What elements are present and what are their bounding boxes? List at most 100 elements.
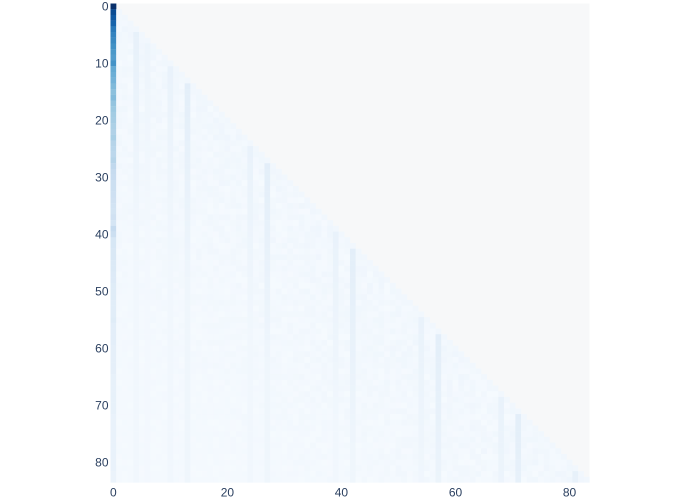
heatmap-cell <box>270 300 277 306</box>
heatmap-cell <box>139 117 145 124</box>
heatmap-cell <box>133 277 140 284</box>
heatmap-cell <box>275 351 282 358</box>
heatmap-cell <box>253 442 259 449</box>
heatmap-cell <box>327 436 334 443</box>
heatmap-cell <box>258 191 265 198</box>
heatmap-cell <box>218 288 225 295</box>
heatmap-cell <box>418 362 425 369</box>
heatmap-cell <box>247 168 254 175</box>
heatmap-cell <box>344 243 351 249</box>
heatmap-cell <box>264 197 271 204</box>
heatmap-cell <box>173 459 180 466</box>
heatmap-cell <box>292 436 299 443</box>
heatmap-cell <box>275 237 282 244</box>
heatmap-cell <box>395 408 402 415</box>
heatmap-cell <box>435 459 442 466</box>
heatmap-cell <box>133 32 140 38</box>
heatmap-cell <box>133 77 140 84</box>
heatmap-cell <box>247 476 254 483</box>
heatmap-cell <box>190 197 197 204</box>
heatmap-cell <box>127 43 134 50</box>
heatmap-cell <box>532 459 539 466</box>
heatmap-cell <box>230 345 237 352</box>
heatmap-cell <box>424 385 430 392</box>
heatmap-cell <box>253 317 259 323</box>
heatmap-cell <box>133 214 140 221</box>
heatmap-cell <box>161 414 168 420</box>
heatmap-cell <box>458 471 465 477</box>
heatmap-cell <box>338 260 345 266</box>
heatmap-cell <box>235 237 242 244</box>
heatmap-cell <box>167 436 174 443</box>
heatmap-cell <box>121 174 128 181</box>
heatmap-cell <box>338 436 345 443</box>
heatmap-cell <box>275 431 282 438</box>
heatmap-cell <box>133 43 140 50</box>
heatmap-cell <box>452 385 459 392</box>
heatmap-cell <box>156 265 162 272</box>
heatmap-cell <box>538 465 545 472</box>
heatmap-cell <box>298 471 305 477</box>
heatmap-cell <box>253 220 259 227</box>
heatmap-cell <box>207 425 214 432</box>
heatmap-cell <box>167 334 174 341</box>
heatmap-cell <box>196 231 202 238</box>
heatmap-cell <box>218 436 225 443</box>
heatmap-cell <box>110 260 117 266</box>
heatmap-cell <box>178 203 185 209</box>
heatmap-cell <box>441 391 448 398</box>
heatmap-cell <box>201 100 208 107</box>
heatmap-cell <box>139 282 145 289</box>
heatmap-cell <box>492 419 499 426</box>
heatmap-cell <box>230 374 237 380</box>
heatmap-cell <box>424 453 430 460</box>
heatmap-cell <box>196 225 202 232</box>
heatmap-cell <box>230 357 237 363</box>
heatmap-cell <box>475 402 482 409</box>
heatmap-cell <box>139 220 145 227</box>
heatmap-cell <box>281 317 288 323</box>
heatmap-cell <box>173 391 180 398</box>
heatmap-cell <box>110 54 117 61</box>
heatmap-cell <box>230 277 237 284</box>
heatmap-cell <box>121 77 128 84</box>
heatmap-cell <box>350 391 356 398</box>
heatmap-cell <box>207 185 214 192</box>
heatmap-cell <box>332 465 339 472</box>
heatmap-cell <box>310 322 316 329</box>
heatmap-cell <box>241 300 248 306</box>
heatmap-cell <box>156 288 162 295</box>
heatmap-cell <box>555 465 562 472</box>
heatmap-cell <box>116 231 123 238</box>
heatmap-cell <box>275 180 282 187</box>
heatmap-cell <box>469 379 476 386</box>
heatmap-cell <box>224 368 231 375</box>
heatmap-cell <box>492 476 499 483</box>
heatmap-cell <box>156 140 162 147</box>
heatmap-cell <box>161 180 168 187</box>
heatmap-cell <box>156 448 162 455</box>
heatmap-cell <box>435 448 442 455</box>
heatmap-cell <box>350 374 356 380</box>
heatmap-cell <box>110 334 117 341</box>
heatmap-cell <box>361 448 368 455</box>
heatmap-cell <box>270 277 277 284</box>
heatmap-cell <box>321 225 328 232</box>
heatmap-cell <box>235 174 242 181</box>
heatmap-cell <box>184 282 191 289</box>
heatmap-cell <box>281 408 288 415</box>
heatmap-cell <box>156 334 162 341</box>
heatmap-cell <box>156 128 162 135</box>
heatmap-cell <box>315 288 322 295</box>
heatmap-cell <box>116 151 123 158</box>
heatmap-cell <box>350 322 356 329</box>
heatmap-cell <box>395 391 402 398</box>
heatmap-cell <box>218 425 225 432</box>
heatmap-cell <box>110 282 117 289</box>
heatmap-cell <box>144 140 151 147</box>
heatmap-cell <box>139 225 145 232</box>
heatmap-cell <box>321 339 328 346</box>
heatmap-cell <box>298 277 305 284</box>
heatmap-cell <box>218 402 225 409</box>
heatmap-cell <box>116 168 123 175</box>
